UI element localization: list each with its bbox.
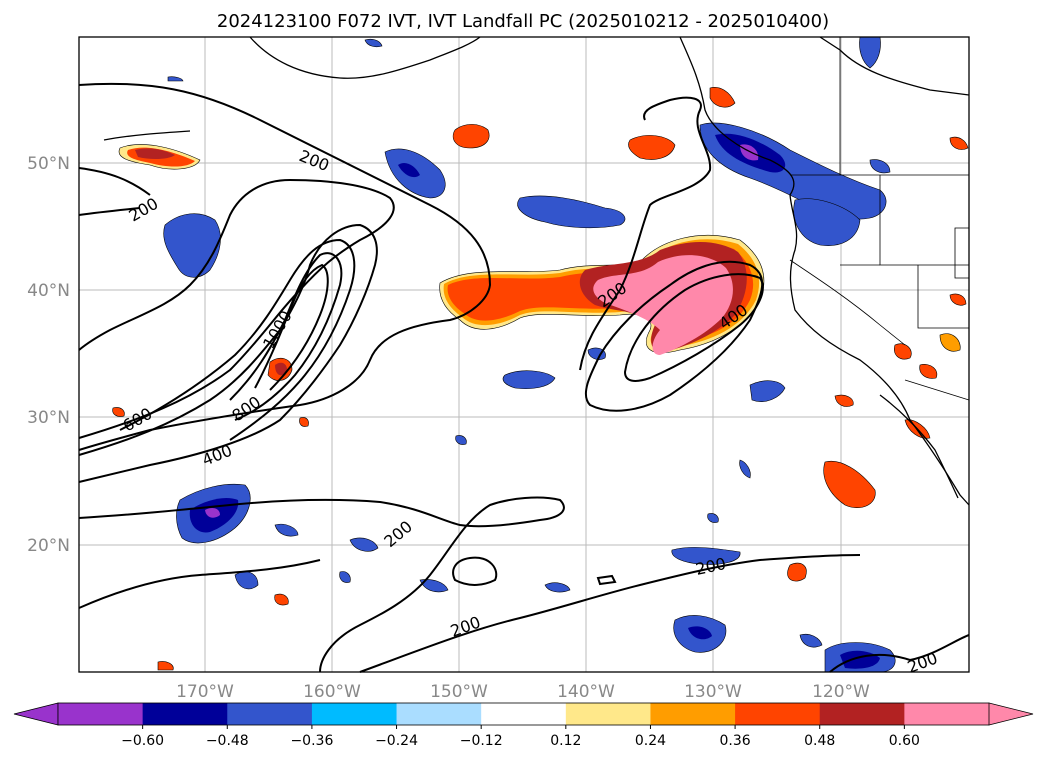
colorbar-tick-label: −0.24 (375, 733, 418, 749)
political-borders (789, 37, 970, 401)
colorbar-bin (227, 703, 313, 725)
colorbar-tick-label: −0.12 (460, 733, 503, 749)
lon-tick-label: 170°W (176, 682, 234, 702)
colorbar-bin (396, 703, 482, 725)
lat-tick-label: 30°N (27, 408, 70, 428)
lon-tick-label: 140°W (557, 682, 615, 702)
colorbar-bin (58, 703, 144, 725)
colorbar-tick-label: 0.48 (804, 733, 835, 749)
coastlines (103, 36, 970, 506)
longitude-tick-labels: 170°W 160°W 150°W 140°W 130°W 120°W (176, 682, 870, 702)
colorbar-tick-label: −0.48 (206, 733, 249, 749)
colorbar-tick-label: −0.36 (290, 733, 333, 749)
colorbar-tick-label: −0.60 (121, 733, 164, 749)
colorbar-tick-label: 0.24 (635, 733, 666, 749)
colorbar-extend-low (13, 702, 59, 726)
lon-tick-label: 130°W (684, 682, 742, 702)
colorbar-tick-label: 0.36 (720, 733, 751, 749)
lat-tick-label: 20°N (27, 536, 70, 556)
map-panel (78, 36, 970, 673)
lon-tick-label: 120°W (812, 682, 870, 702)
lon-tick-label: 160°W (303, 682, 361, 702)
colorbar-extend-high (988, 702, 1034, 726)
ivt-contours (78, 82, 970, 673)
map-frame (78, 36, 970, 673)
lat-tick-label: 50°N (27, 154, 70, 174)
colorbar-bin (650, 703, 736, 725)
colorbar-tick-label: 0.60 (889, 733, 920, 749)
lat-tick-label: 40°N (27, 281, 70, 301)
negative-pc-areas (163, 36, 896, 673)
figure-title: 2024123100 F072 IVT, IVT Landfall PC (20… (217, 11, 829, 32)
colorbar-tick-label: 0.12 (550, 733, 581, 749)
colorbar-bin (142, 703, 228, 725)
latitude-tick-labels: 50°N 40°N 30°N 20°N (27, 154, 70, 556)
colorbar-bin (481, 703, 567, 725)
lon-tick-label: 150°W (430, 682, 488, 702)
colorbar: −0.60 −0.48 −0.36 −0.24 −0.12 0.12 0.24 0.36 0.4… (13, 702, 1034, 749)
colorbar-bin (904, 703, 990, 725)
colorbar-bin (311, 703, 398, 725)
positive-pc-areas (112, 87, 969, 671)
colorbar-frame (57, 702, 990, 726)
colorbar-bin (565, 703, 651, 725)
colorbar-bin (819, 703, 905, 725)
colorbar-bin (735, 703, 821, 725)
